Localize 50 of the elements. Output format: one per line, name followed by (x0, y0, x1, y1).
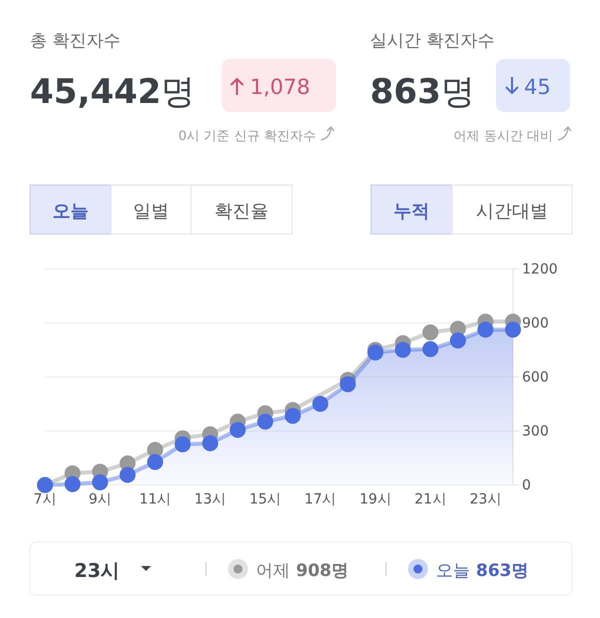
point (64, 476, 81, 492)
point (284, 408, 301, 424)
y-tick-label: 300 (522, 423, 549, 440)
y-tick-label: 0 (522, 477, 531, 494)
point (450, 332, 466, 348)
x-tick-label: 19시 (359, 491, 392, 508)
text: 어제 동시간 대비 (454, 129, 553, 144)
text: 일별 (133, 201, 169, 222)
point (422, 341, 438, 358)
point (505, 322, 521, 338)
text: 863명 (476, 561, 528, 581)
text: 23시 (74, 560, 120, 582)
point (312, 396, 328, 412)
point (340, 376, 356, 392)
text: 863명 (370, 72, 475, 112)
y-tick-label: 600 (522, 369, 549, 386)
text: 45 (524, 75, 551, 99)
point (257, 414, 274, 430)
point (394, 342, 411, 358)
text: 1,078 (250, 75, 310, 99)
y-tick-label: 1200 (522, 261, 558, 278)
text: 확진율 (214, 201, 268, 222)
text: 0시 기준 신규 확진자수 (178, 129, 316, 144)
point (92, 474, 108, 490)
text: 시간대별 (476, 201, 548, 222)
point (230, 422, 246, 438)
text: 908명 (296, 561, 348, 581)
point (367, 344, 384, 360)
y-tick-label: 900 (522, 315, 549, 332)
x-tick-label: 9시 (88, 491, 112, 508)
x-tick-label: 17시 (304, 491, 336, 508)
x-tick-label: 13시 (194, 491, 226, 508)
text: 45,442명 (30, 72, 196, 112)
text: 누적 (394, 201, 430, 222)
point (477, 322, 494, 338)
point (120, 466, 136, 483)
text: 총 확진자수 (30, 31, 120, 51)
x-tick-label: 23시 (470, 491, 502, 508)
x-tick-label: 7시 (34, 491, 56, 508)
legend-label: 어제 (256, 561, 290, 581)
point (174, 436, 191, 452)
x-tick-label: 21시 (414, 491, 446, 508)
text: 실시간 확진자수 (370, 31, 494, 51)
text: 오늘 (52, 201, 88, 222)
point (147, 454, 164, 470)
x-tick-label: 15시 (249, 491, 282, 508)
point (202, 435, 218, 452)
x-tick-label: 11시 (139, 491, 172, 508)
legend-label: 오늘 (436, 561, 470, 581)
point (422, 324, 438, 340)
